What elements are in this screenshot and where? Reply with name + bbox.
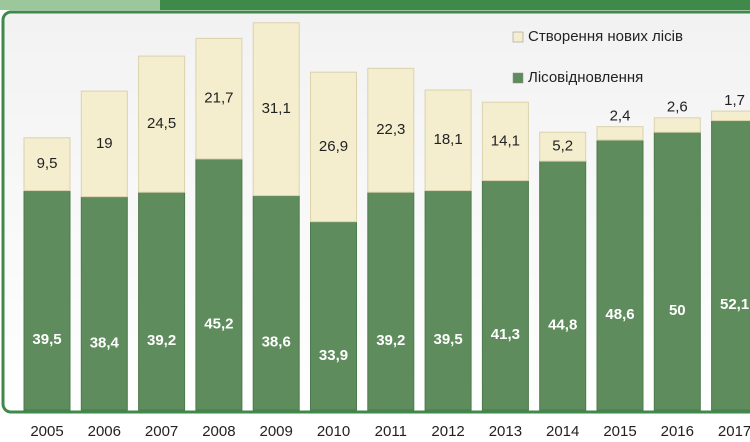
value-label: 2,4 xyxy=(610,108,631,125)
bar-segment xyxy=(596,139,644,411)
value-label: 44,8 xyxy=(548,317,577,334)
bar-segment xyxy=(23,137,71,192)
value-label: 45,2 xyxy=(204,315,233,332)
legend-label: Створення нових лісів xyxy=(528,28,683,45)
value-label: 9,5 xyxy=(37,155,58,172)
bar-segment xyxy=(252,22,300,197)
bar-segment xyxy=(195,158,243,411)
bar-segment xyxy=(711,110,750,122)
bar-segment xyxy=(138,191,186,411)
bar-segment xyxy=(539,160,587,411)
bar-segment xyxy=(80,196,128,411)
bar-segment xyxy=(195,37,243,160)
bar-segment xyxy=(653,131,701,411)
bar-segment xyxy=(138,55,186,193)
value-label: 41,3 xyxy=(491,326,520,343)
x-tick-label: 2009 xyxy=(260,423,293,440)
value-label: 22,3 xyxy=(376,121,405,138)
bar-segment xyxy=(23,190,71,411)
value-label: 39,2 xyxy=(376,332,405,349)
bar-segment xyxy=(252,195,300,411)
bar-segment xyxy=(424,190,472,411)
value-label: 5,2 xyxy=(552,138,573,155)
x-tick-label: 2005 xyxy=(30,423,63,440)
bar-segment xyxy=(310,71,357,223)
top-band-light xyxy=(0,0,160,10)
value-label: 52,1 xyxy=(720,296,749,313)
bar-segment xyxy=(80,90,128,198)
bar-segment xyxy=(711,120,750,411)
bar-segment xyxy=(653,117,701,133)
value-label: 24,5 xyxy=(147,115,176,132)
bar-segment xyxy=(310,221,357,411)
value-label: 48,6 xyxy=(605,306,634,323)
value-label: 33,9 xyxy=(319,347,348,364)
value-label: 18,1 xyxy=(433,131,462,148)
value-label: 2,6 xyxy=(667,99,688,116)
bar-segment xyxy=(424,89,472,192)
value-label: 39,5 xyxy=(433,331,462,348)
bar-segment xyxy=(596,126,644,141)
x-tick-label: 2016 xyxy=(661,423,694,440)
top-band xyxy=(0,0,750,10)
value-label: 19 xyxy=(96,135,113,152)
bar-segment xyxy=(481,180,529,411)
value-label: 38,4 xyxy=(90,334,120,351)
value-label: 14,1 xyxy=(491,132,520,149)
legend-label: Лісовідновлення xyxy=(528,69,643,86)
value-label: 39,5 xyxy=(32,331,61,348)
value-label: 1,7 xyxy=(724,92,745,109)
value-label: 39,2 xyxy=(147,332,176,349)
x-tick-label: 2012 xyxy=(431,423,464,440)
x-tick-label: 2011 xyxy=(375,423,407,440)
bar-segment xyxy=(481,101,529,182)
x-tick-label: 2017 xyxy=(718,423,750,440)
x-tick-label: 2015 xyxy=(603,423,636,440)
bar-segment xyxy=(367,191,415,411)
x-tick-label: 2010 xyxy=(317,423,350,440)
bar-segment xyxy=(367,67,415,193)
value-label: 26,9 xyxy=(319,138,348,155)
bar-segment xyxy=(539,131,587,162)
value-label: 50 xyxy=(669,302,686,319)
x-tick-label: 2014 xyxy=(546,423,579,440)
x-tick-label: 2013 xyxy=(489,423,522,440)
value-label: 21,7 xyxy=(204,90,233,107)
x-tick-label: 2008 xyxy=(202,423,235,440)
x-tick-label: 2006 xyxy=(88,423,121,440)
value-label: 38,6 xyxy=(262,334,291,351)
legend-swatch xyxy=(512,31,524,43)
legend-swatch xyxy=(512,72,524,84)
x-tick-label: 2007 xyxy=(145,423,178,440)
value-label: 31,1 xyxy=(262,100,291,117)
